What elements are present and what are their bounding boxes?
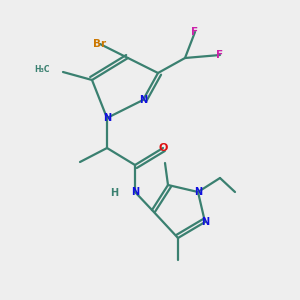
Text: O: O	[158, 143, 168, 153]
Text: N: N	[103, 113, 111, 123]
Text: N: N	[201, 217, 209, 227]
Text: F: F	[216, 50, 224, 60]
Text: F: F	[191, 27, 199, 37]
Text: Br: Br	[93, 39, 106, 49]
Text: N: N	[131, 187, 139, 197]
Text: N: N	[194, 187, 202, 197]
Text: H: H	[110, 188, 118, 198]
Text: N: N	[139, 95, 147, 105]
Text: H₃C: H₃C	[34, 65, 50, 74]
